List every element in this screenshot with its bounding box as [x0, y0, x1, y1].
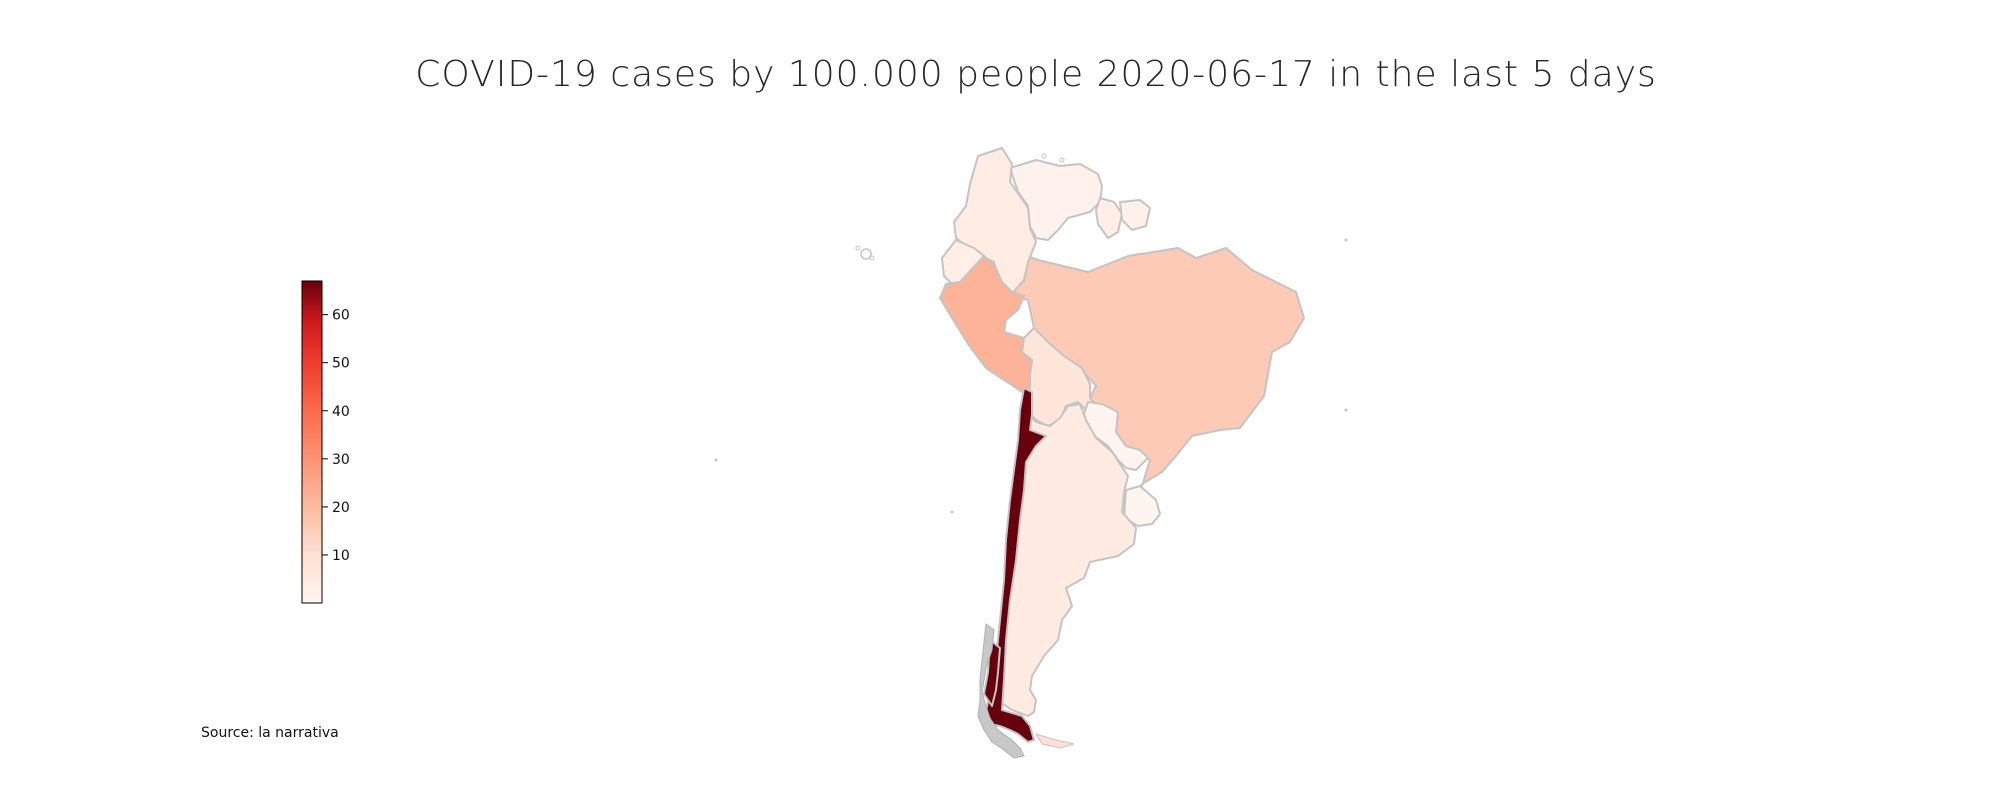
caribbean-islet: [1041, 153, 1047, 159]
pacific-islet: [714, 458, 718, 462]
colorbar-tick-label: 50: [332, 356, 350, 372]
atlantic-islet: [1344, 238, 1348, 242]
tierra-del-fuego-argentina: [1034, 733, 1075, 749]
colorbar: 10 20 30 40 50 60: [301, 280, 350, 604]
colorbar-gradient: [301, 280, 323, 604]
country-guyana[interactable]: [1095, 197, 1123, 239]
tierra-del-fuego-islands: [977, 623, 1025, 759]
pacific-islet-2: [950, 510, 954, 514]
countries-layer: [714, 147, 1348, 759]
colorbar-tick-label: 20: [332, 500, 350, 516]
colorbar-tick-label: 60: [332, 308, 350, 324]
atlantic-islet-2: [1344, 408, 1348, 412]
map-title: COVID-19 cases by 100.000 people 2020-06…: [415, 54, 1657, 95]
colorbar-tick-label: 30: [332, 452, 350, 468]
colorbar-tick-label: 40: [332, 404, 350, 420]
galapagos-islands: [860, 248, 872, 260]
galapagos-islet: [855, 245, 861, 251]
country-colombia[interactable]: [953, 147, 1037, 297]
chile-southern-islands: [983, 639, 1001, 707]
galapagos-islet-2: [869, 255, 875, 261]
colorbar-tick-label: 10: [332, 548, 350, 564]
country-suriname[interactable]: [1119, 199, 1151, 231]
colorbar-ticks: 10 20 30 40 50 60: [322, 308, 350, 564]
caribbean-islet-2: [1059, 157, 1065, 163]
country-chile[interactable]: [985, 387, 1047, 743]
source-note: Source: la narrativa: [201, 725, 339, 741]
